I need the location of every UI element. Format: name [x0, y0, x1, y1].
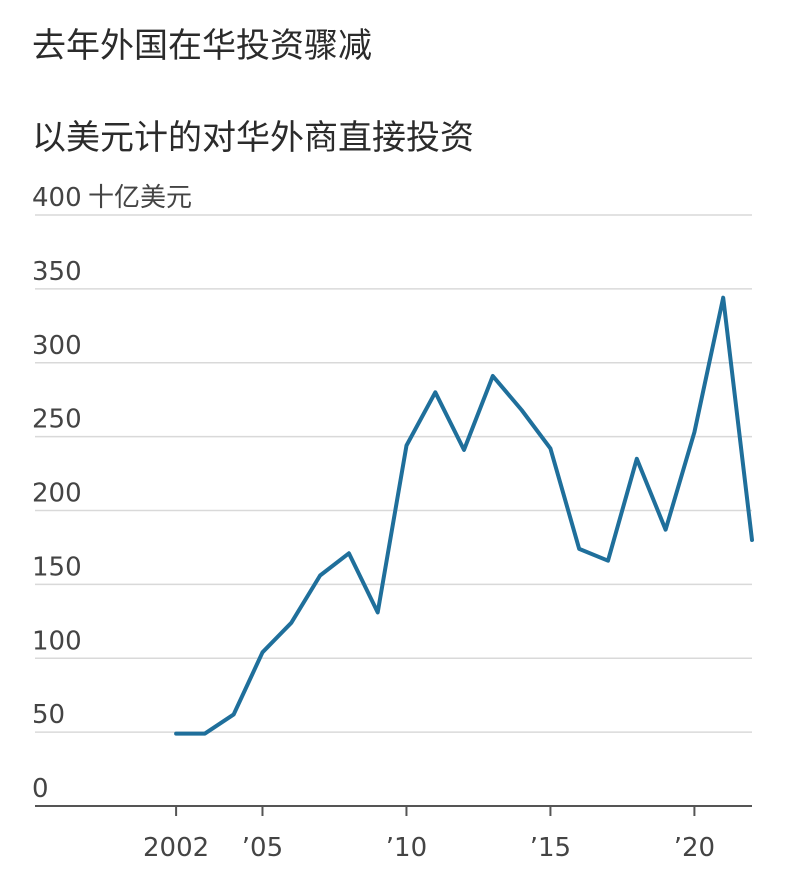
chart-title: 去年外国在华投资骤减: [32, 26, 372, 66]
chart-subtitle: 以美元计的对华外商直接投资: [32, 118, 474, 158]
y-tick-label: 50: [32, 700, 65, 730]
y-tick-label: 200: [32, 479, 82, 509]
y-tick-label: 350: [32, 257, 82, 287]
x-tick-label: ’15: [530, 833, 571, 863]
x-tick-label: ’20: [674, 833, 715, 863]
x-tick-label: ’10: [386, 833, 427, 863]
y-tick-label: 150: [32, 552, 82, 582]
y-unit-label: 十亿美元: [88, 183, 192, 213]
y-tick-label: 250: [32, 405, 82, 435]
y-tick-label: 300: [32, 331, 82, 361]
fdi-series-line: [174, 295, 754, 736]
y-tick-label: 0: [32, 774, 49, 804]
y-tick-label: 400: [32, 183, 82, 213]
y-tick-label: 100: [32, 626, 82, 656]
x-tick-label: ’05: [242, 833, 283, 863]
x-tick-label: 2002: [143, 833, 209, 863]
